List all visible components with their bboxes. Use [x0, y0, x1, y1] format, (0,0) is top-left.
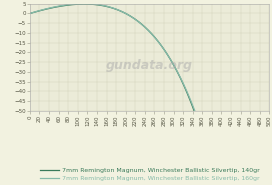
7mm Remington Magnum, Winchester Ballistic Silvertip, 160gr [195, 114, 198, 116]
7mm Remington Magnum, Winchester Ballistic Silvertip, 140gr [171, 62, 174, 64]
7mm Remington Magnum, Winchester Ballistic Silvertip, 140gr [29, 12, 32, 14]
7mm Remington Magnum, Winchester Ballistic Silvertip, 160gr [29, 12, 32, 14]
7mm Remington Magnum, Winchester Ballistic Silvertip, 140gr [268, 114, 271, 116]
7mm Remington Magnum, Winchester Ballistic Silvertip, 140gr [28, 12, 32, 15]
7mm Remington Magnum, Winchester Ballistic Silvertip, 140gr [194, 114, 197, 116]
Line: 7mm Remington Magnum, Winchester Ballistic Silvertip, 160gr: 7mm Remington Magnum, Winchester Ballist… [30, 4, 269, 115]
Legend: 7mm Remington Magnum, Winchester Ballistic Silvertip, 140gr, 7mm Remington Magnu: 7mm Remington Magnum, Winchester Ballist… [37, 166, 262, 184]
7mm Remington Magnum, Winchester Ballistic Silvertip, 160gr [171, 62, 174, 64]
7mm Remington Magnum, Winchester Ballistic Silvertip, 160gr [172, 63, 175, 65]
Line: 7mm Remington Magnum, Winchester Ballistic Silvertip, 140gr: 7mm Remington Magnum, Winchester Ballist… [30, 4, 269, 115]
7mm Remington Magnum, Winchester Ballistic Silvertip, 160gr [247, 114, 250, 116]
7mm Remington Magnum, Winchester Ballistic Silvertip, 160gr [83, 3, 86, 5]
7mm Remington Magnum, Winchester Ballistic Silvertip, 140gr [247, 114, 250, 116]
7mm Remington Magnum, Winchester Ballistic Silvertip, 160gr [232, 114, 235, 116]
Text: gundata.org: gundata.org [106, 59, 193, 73]
7mm Remington Magnum, Winchester Ballistic Silvertip, 140gr [176, 71, 179, 73]
7mm Remington Magnum, Winchester Ballistic Silvertip, 160gr [268, 114, 271, 116]
7mm Remington Magnum, Winchester Ballistic Silvertip, 160gr [28, 12, 32, 15]
7mm Remington Magnum, Winchester Ballistic Silvertip, 140gr [232, 114, 235, 116]
7mm Remington Magnum, Winchester Ballistic Silvertip, 140gr [172, 63, 175, 65]
7mm Remington Magnum, Winchester Ballistic Silvertip, 160gr [176, 70, 179, 73]
7mm Remington Magnum, Winchester Ballistic Silvertip, 140gr [83, 3, 86, 5]
